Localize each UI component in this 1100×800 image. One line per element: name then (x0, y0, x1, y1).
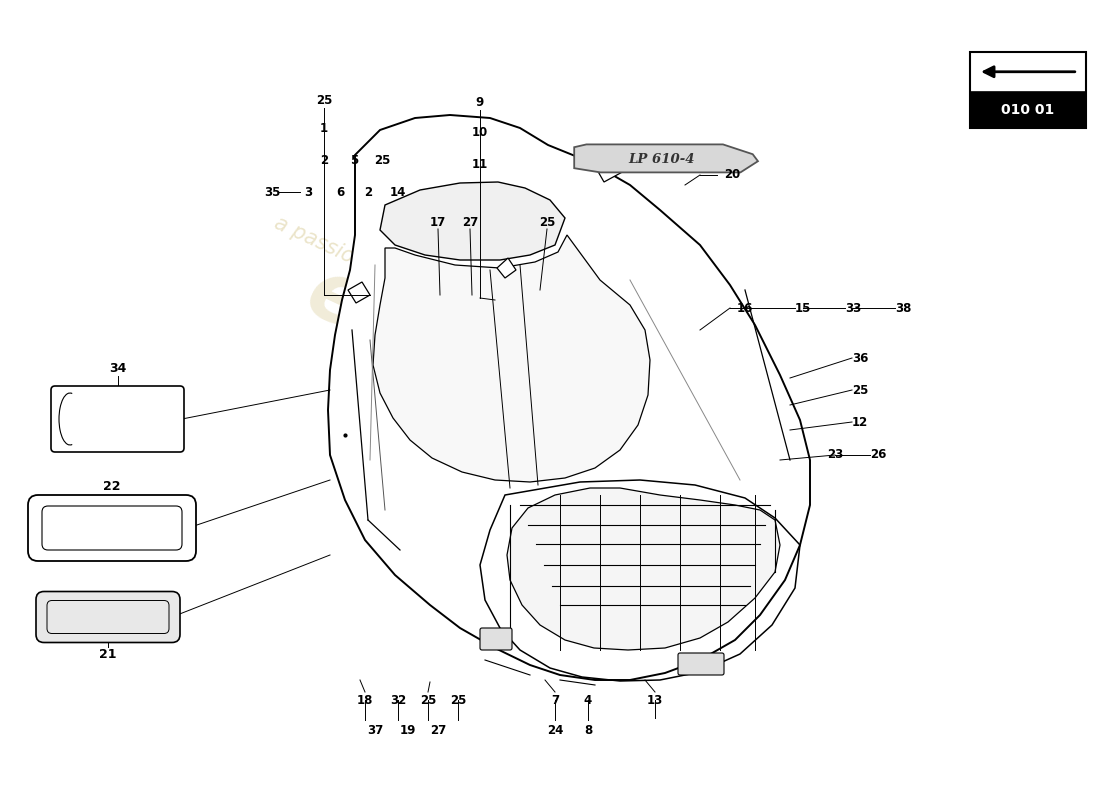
Text: 15: 15 (795, 302, 811, 314)
Polygon shape (373, 235, 650, 482)
Text: 25: 25 (316, 94, 332, 106)
Polygon shape (379, 182, 565, 260)
Text: 16: 16 (737, 302, 754, 314)
FancyBboxPatch shape (36, 591, 180, 642)
Polygon shape (497, 258, 516, 278)
FancyBboxPatch shape (678, 653, 724, 675)
Text: 27: 27 (462, 215, 478, 229)
Text: 25: 25 (420, 694, 437, 706)
Text: LP 610-4: LP 610-4 (628, 153, 695, 166)
Text: 37: 37 (367, 723, 383, 737)
Text: 33: 33 (845, 302, 861, 314)
Bar (970, 91, 1086, 128)
Text: 25: 25 (539, 215, 556, 229)
Text: 8: 8 (584, 723, 592, 737)
Text: 25: 25 (450, 694, 466, 706)
Text: 13: 13 (647, 694, 663, 706)
FancyBboxPatch shape (480, 628, 512, 650)
Polygon shape (596, 155, 626, 182)
Text: 7: 7 (551, 694, 559, 706)
Text: 20: 20 (724, 169, 740, 182)
Text: 26: 26 (870, 449, 887, 462)
Text: 24: 24 (547, 723, 563, 737)
Text: 1: 1 (320, 122, 328, 134)
FancyBboxPatch shape (51, 386, 184, 452)
Text: 3: 3 (304, 186, 312, 198)
Polygon shape (574, 144, 758, 172)
Text: 10: 10 (472, 126, 488, 139)
Polygon shape (328, 115, 810, 680)
Text: 12: 12 (851, 415, 868, 429)
Text: 14: 14 (389, 186, 406, 198)
Text: eurospares: eurospares (294, 252, 806, 548)
FancyBboxPatch shape (28, 495, 196, 561)
Text: 010 01: 010 01 (1001, 102, 1055, 117)
Text: 23: 23 (827, 449, 843, 462)
Text: 2: 2 (320, 154, 328, 166)
Text: 35: 35 (264, 186, 280, 198)
Text: 34: 34 (109, 362, 126, 374)
Text: 25: 25 (851, 383, 868, 397)
Text: 36: 36 (851, 351, 868, 365)
Text: 38: 38 (894, 302, 911, 314)
Text: 5: 5 (350, 154, 359, 166)
Text: 11: 11 (472, 158, 488, 171)
Polygon shape (348, 282, 370, 303)
Text: a passion for parts since 1985: a passion for parts since 1985 (271, 212, 565, 364)
Text: 2: 2 (364, 186, 372, 198)
Text: 17: 17 (430, 215, 447, 229)
Text: 9: 9 (476, 95, 484, 109)
Polygon shape (507, 488, 780, 650)
Text: 6: 6 (336, 186, 344, 198)
Text: 27: 27 (430, 723, 447, 737)
Text: 21: 21 (99, 648, 117, 661)
Text: 18: 18 (356, 694, 373, 706)
Text: 25: 25 (374, 154, 390, 166)
Text: 19: 19 (399, 723, 416, 737)
Text: 4: 4 (584, 694, 592, 706)
Text: 32: 32 (389, 694, 406, 706)
Bar (970, 52, 1086, 128)
Text: 22: 22 (103, 481, 121, 494)
